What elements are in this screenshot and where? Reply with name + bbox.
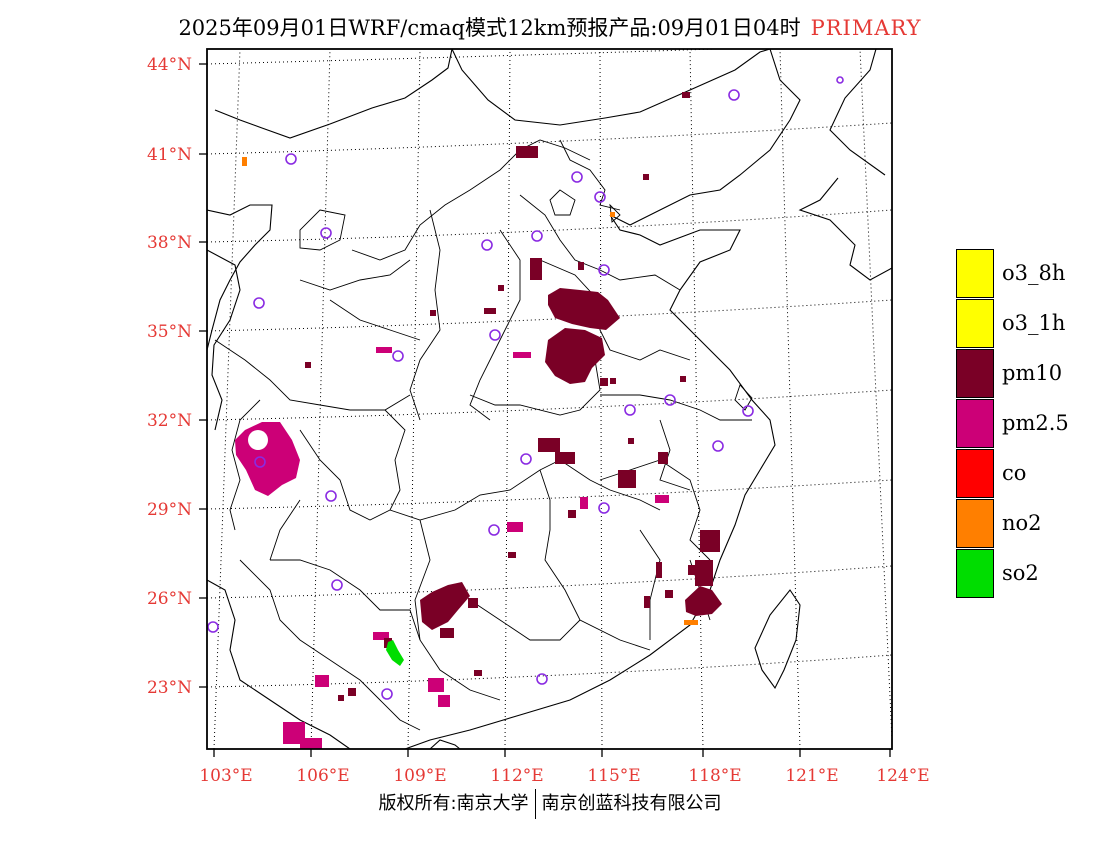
copyright-footer: 版权所有:南京大学 南京创蓝科技有限公司 — [0, 789, 1100, 819]
legend-label-pm10: pm10 — [1002, 361, 1063, 385]
lon-label-106: 106°E — [296, 766, 349, 786]
axis-ticks — [199, 63, 891, 757]
legend-swatch-no2 — [956, 499, 994, 548]
legend-label-co: co — [1002, 461, 1027, 485]
pm10-patches — [305, 92, 722, 701]
longitude-labels: 103°E 106°E 109°E 112°E 115°E 118°E 121°… — [199, 766, 929, 786]
lat-label-35: 35°N — [147, 322, 192, 342]
legend-item-no2: no2 — [956, 499, 1096, 549]
legend-label-o3-1h: o3_1h — [1002, 311, 1066, 335]
lon-label-103: 103°E — [199, 766, 252, 786]
legend-swatch-co — [956, 449, 994, 498]
longitude-gridlines — [213, 49, 892, 749]
legend-swatch-pm10 — [956, 349, 994, 398]
lat-label-29: 29°N — [147, 500, 192, 520]
footer-company: 南京创蓝科技有限公司 — [541, 793, 722, 814]
boundaries — [207, 49, 892, 749]
legend-label-pm25: pm2.5 — [1002, 411, 1069, 435]
province-lines — [214, 139, 753, 731]
legend-item-so2: so2 — [956, 549, 1096, 599]
legend-label-no2: no2 — [1002, 511, 1042, 535]
so2-patch — [386, 640, 404, 666]
map-frame — [206, 48, 893, 750]
pm25-patches — [235, 347, 669, 749]
legend-item-co: co — [956, 449, 1096, 499]
legend-item-o3-1h: o3_1h — [956, 299, 1096, 349]
lon-label-112: 112°E — [490, 766, 543, 786]
lat-label-23: 23°N — [147, 678, 192, 698]
footer-separator — [534, 789, 536, 819]
legend-item-pm10: pm10 — [956, 349, 1096, 399]
title-primary-tag: PRIMARY — [810, 16, 922, 40]
legend-swatch-o3-8h — [956, 249, 994, 298]
lon-label-118: 118°E — [688, 766, 741, 786]
legend-swatch-so2 — [956, 549, 994, 598]
title-main: 2025年09月01日WRF/cmaq模式12km预报产品:09月01日04时 — [178, 16, 801, 40]
lat-label-41: 41°N — [147, 145, 192, 165]
footer-copyright: 版权所有:南京大学 — [378, 793, 529, 814]
lat-label-44: 44°N — [147, 55, 192, 75]
legend-label-so2: so2 — [1002, 561, 1039, 585]
stations — [207, 76, 844, 700]
pm25-patch-hole — [248, 430, 268, 450]
map-title: 2025年09月01日WRF/cmaq模式12km预报产品:09月01日04时 P… — [0, 12, 1100, 42]
legend-swatch-pm25 — [956, 399, 994, 448]
lat-label-26: 26°N — [147, 589, 192, 609]
lon-label-124: 124°E — [876, 766, 929, 786]
latitude-labels: 44°N 41°N 38°N 35°N 32°N 29°N 26°N 23°N — [147, 55, 192, 698]
legend-item-o3-8h: o3_8h — [956, 249, 1096, 299]
lon-label-121: 121°E — [785, 766, 838, 786]
lon-label-109: 109°E — [393, 766, 446, 786]
lat-label-38: 38°N — [147, 233, 192, 253]
legend-item-pm25: pm2.5 — [956, 399, 1096, 449]
pollutant-legend: o3_8h o3_1h pm10 pm2.5 co no2 so2 — [956, 249, 1096, 599]
legend-label-o3-8h: o3_8h — [1002, 261, 1066, 285]
lon-label-115: 115°E — [587, 766, 640, 786]
no2-patches — [242, 157, 698, 625]
map-area — [207, 49, 892, 749]
legend-swatch-o3-1h — [956, 299, 994, 348]
lat-label-32: 32°N — [147, 411, 192, 431]
